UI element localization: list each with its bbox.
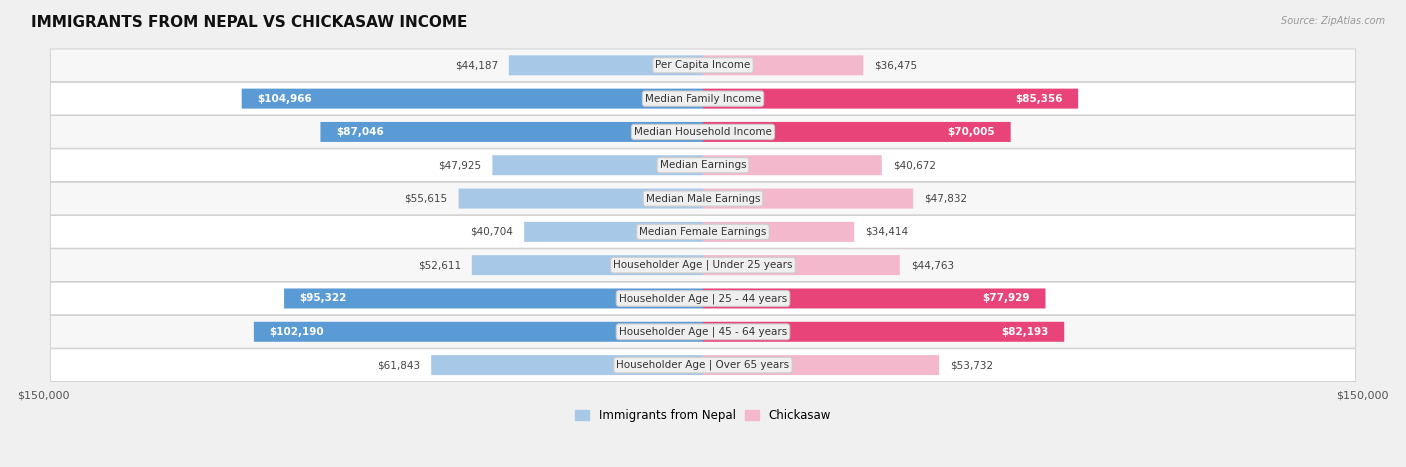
Text: $47,832: $47,832 bbox=[924, 193, 967, 204]
FancyBboxPatch shape bbox=[254, 322, 703, 342]
Text: $82,193: $82,193 bbox=[1001, 327, 1049, 337]
Text: $77,929: $77,929 bbox=[983, 293, 1031, 304]
Text: $104,966: $104,966 bbox=[257, 93, 312, 104]
FancyBboxPatch shape bbox=[51, 349, 1355, 382]
FancyBboxPatch shape bbox=[703, 89, 1078, 109]
Text: Median Earnings: Median Earnings bbox=[659, 160, 747, 170]
Text: $34,414: $34,414 bbox=[865, 227, 908, 237]
Text: $70,005: $70,005 bbox=[948, 127, 995, 137]
FancyBboxPatch shape bbox=[703, 122, 1011, 142]
FancyBboxPatch shape bbox=[458, 189, 703, 209]
FancyBboxPatch shape bbox=[703, 322, 1064, 342]
FancyBboxPatch shape bbox=[51, 282, 1355, 315]
FancyBboxPatch shape bbox=[703, 255, 900, 275]
Text: $61,843: $61,843 bbox=[377, 360, 420, 370]
FancyBboxPatch shape bbox=[51, 116, 1355, 148]
Text: Householder Age | Under 25 years: Householder Age | Under 25 years bbox=[613, 260, 793, 270]
FancyBboxPatch shape bbox=[703, 222, 855, 242]
FancyBboxPatch shape bbox=[284, 289, 703, 309]
FancyBboxPatch shape bbox=[703, 55, 863, 75]
FancyBboxPatch shape bbox=[703, 155, 882, 175]
FancyBboxPatch shape bbox=[703, 289, 1046, 309]
Text: $87,046: $87,046 bbox=[336, 127, 384, 137]
Text: $52,611: $52,611 bbox=[418, 260, 461, 270]
Text: Per Capita Income: Per Capita Income bbox=[655, 60, 751, 71]
Text: $53,732: $53,732 bbox=[950, 360, 993, 370]
FancyBboxPatch shape bbox=[321, 122, 703, 142]
FancyBboxPatch shape bbox=[703, 189, 914, 209]
FancyBboxPatch shape bbox=[51, 149, 1355, 182]
Text: Householder Age | Over 65 years: Householder Age | Over 65 years bbox=[616, 360, 790, 370]
FancyBboxPatch shape bbox=[242, 89, 703, 109]
FancyBboxPatch shape bbox=[51, 315, 1355, 348]
Text: Median Female Earnings: Median Female Earnings bbox=[640, 227, 766, 237]
Text: $85,356: $85,356 bbox=[1015, 93, 1063, 104]
FancyBboxPatch shape bbox=[492, 155, 703, 175]
Text: $40,704: $40,704 bbox=[470, 227, 513, 237]
FancyBboxPatch shape bbox=[51, 216, 1355, 248]
FancyBboxPatch shape bbox=[51, 82, 1355, 115]
FancyBboxPatch shape bbox=[432, 355, 703, 375]
FancyBboxPatch shape bbox=[472, 255, 703, 275]
Text: $55,615: $55,615 bbox=[405, 193, 447, 204]
Text: $95,322: $95,322 bbox=[299, 293, 347, 304]
Text: Householder Age | 45 - 64 years: Householder Age | 45 - 64 years bbox=[619, 326, 787, 337]
FancyBboxPatch shape bbox=[51, 249, 1355, 282]
FancyBboxPatch shape bbox=[509, 55, 703, 75]
FancyBboxPatch shape bbox=[524, 222, 703, 242]
FancyBboxPatch shape bbox=[51, 182, 1355, 215]
Text: Householder Age | 25 - 44 years: Householder Age | 25 - 44 years bbox=[619, 293, 787, 304]
Text: $44,187: $44,187 bbox=[454, 60, 498, 71]
Legend: Immigrants from Nepal, Chickasaw: Immigrants from Nepal, Chickasaw bbox=[575, 409, 831, 422]
Text: IMMIGRANTS FROM NEPAL VS CHICKASAW INCOME: IMMIGRANTS FROM NEPAL VS CHICKASAW INCOM… bbox=[31, 15, 467, 30]
Text: Median Family Income: Median Family Income bbox=[645, 93, 761, 104]
Text: Median Household Income: Median Household Income bbox=[634, 127, 772, 137]
FancyBboxPatch shape bbox=[703, 355, 939, 375]
Text: $102,190: $102,190 bbox=[270, 327, 323, 337]
Text: $47,925: $47,925 bbox=[439, 160, 481, 170]
Text: Median Male Earnings: Median Male Earnings bbox=[645, 193, 761, 204]
Text: Source: ZipAtlas.com: Source: ZipAtlas.com bbox=[1281, 16, 1385, 26]
FancyBboxPatch shape bbox=[51, 49, 1355, 82]
Text: $36,475: $36,475 bbox=[875, 60, 918, 71]
Text: $40,672: $40,672 bbox=[893, 160, 936, 170]
Text: $44,763: $44,763 bbox=[911, 260, 953, 270]
